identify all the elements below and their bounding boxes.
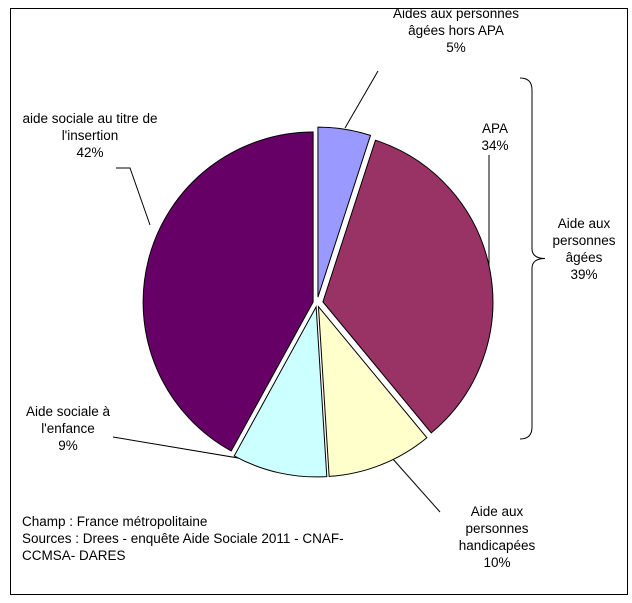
- slice-name: Aides aux personnes âgées hors APA: [392, 6, 520, 38]
- note: Champ : France métropolitaine: [22, 514, 208, 529]
- leader-line: [391, 457, 441, 513]
- notes: Champ : France métropolitaine Sources : …: [22, 513, 352, 564]
- slice-label: aide sociale au titre de l'insertion 42%: [15, 110, 165, 161]
- pie-slice: [233, 305, 328, 478]
- slice-value: 9%: [58, 438, 78, 453]
- leader-line: [116, 167, 151, 226]
- frame: [10, 8, 628, 595]
- pie-slice: [322, 139, 494, 434]
- slice-name: Aide sociale à l'enfance: [25, 404, 111, 436]
- slice-name: APA: [481, 121, 508, 136]
- pie-slice: [317, 126, 372, 298]
- annotation: Aide aux personnes âgées 39%: [548, 215, 620, 283]
- note: Sources : Drees - enquête Aide Sociale 2…: [22, 531, 344, 563]
- slice-name: Aide aux personnes handicapées: [458, 504, 536, 553]
- pie-slice: [142, 131, 314, 452]
- slice-value: 5%: [446, 40, 466, 55]
- leader-line: [344, 70, 379, 129]
- slice-label: Aide aux personnes handicapées 10%: [447, 503, 547, 571]
- bracket: [519, 77, 546, 440]
- slice-name: aide sociale au titre de l'insertion: [22, 111, 158, 143]
- annotation-value: 39%: [570, 267, 598, 283]
- pie-slice: [317, 305, 428, 477]
- slice-value: 34%: [481, 138, 509, 153]
- slice-label: Aides aux personnes âgées hors APA 5%: [386, 5, 526, 56]
- slice-label: APA 34%: [450, 120, 540, 154]
- slice-value: 42%: [76, 145, 104, 160]
- slice-label: Aide sociale à l'enfance 9%: [18, 403, 118, 454]
- annotation-text: Aide aux personnes âgées: [552, 216, 616, 266]
- slice-value: 10%: [483, 555, 511, 570]
